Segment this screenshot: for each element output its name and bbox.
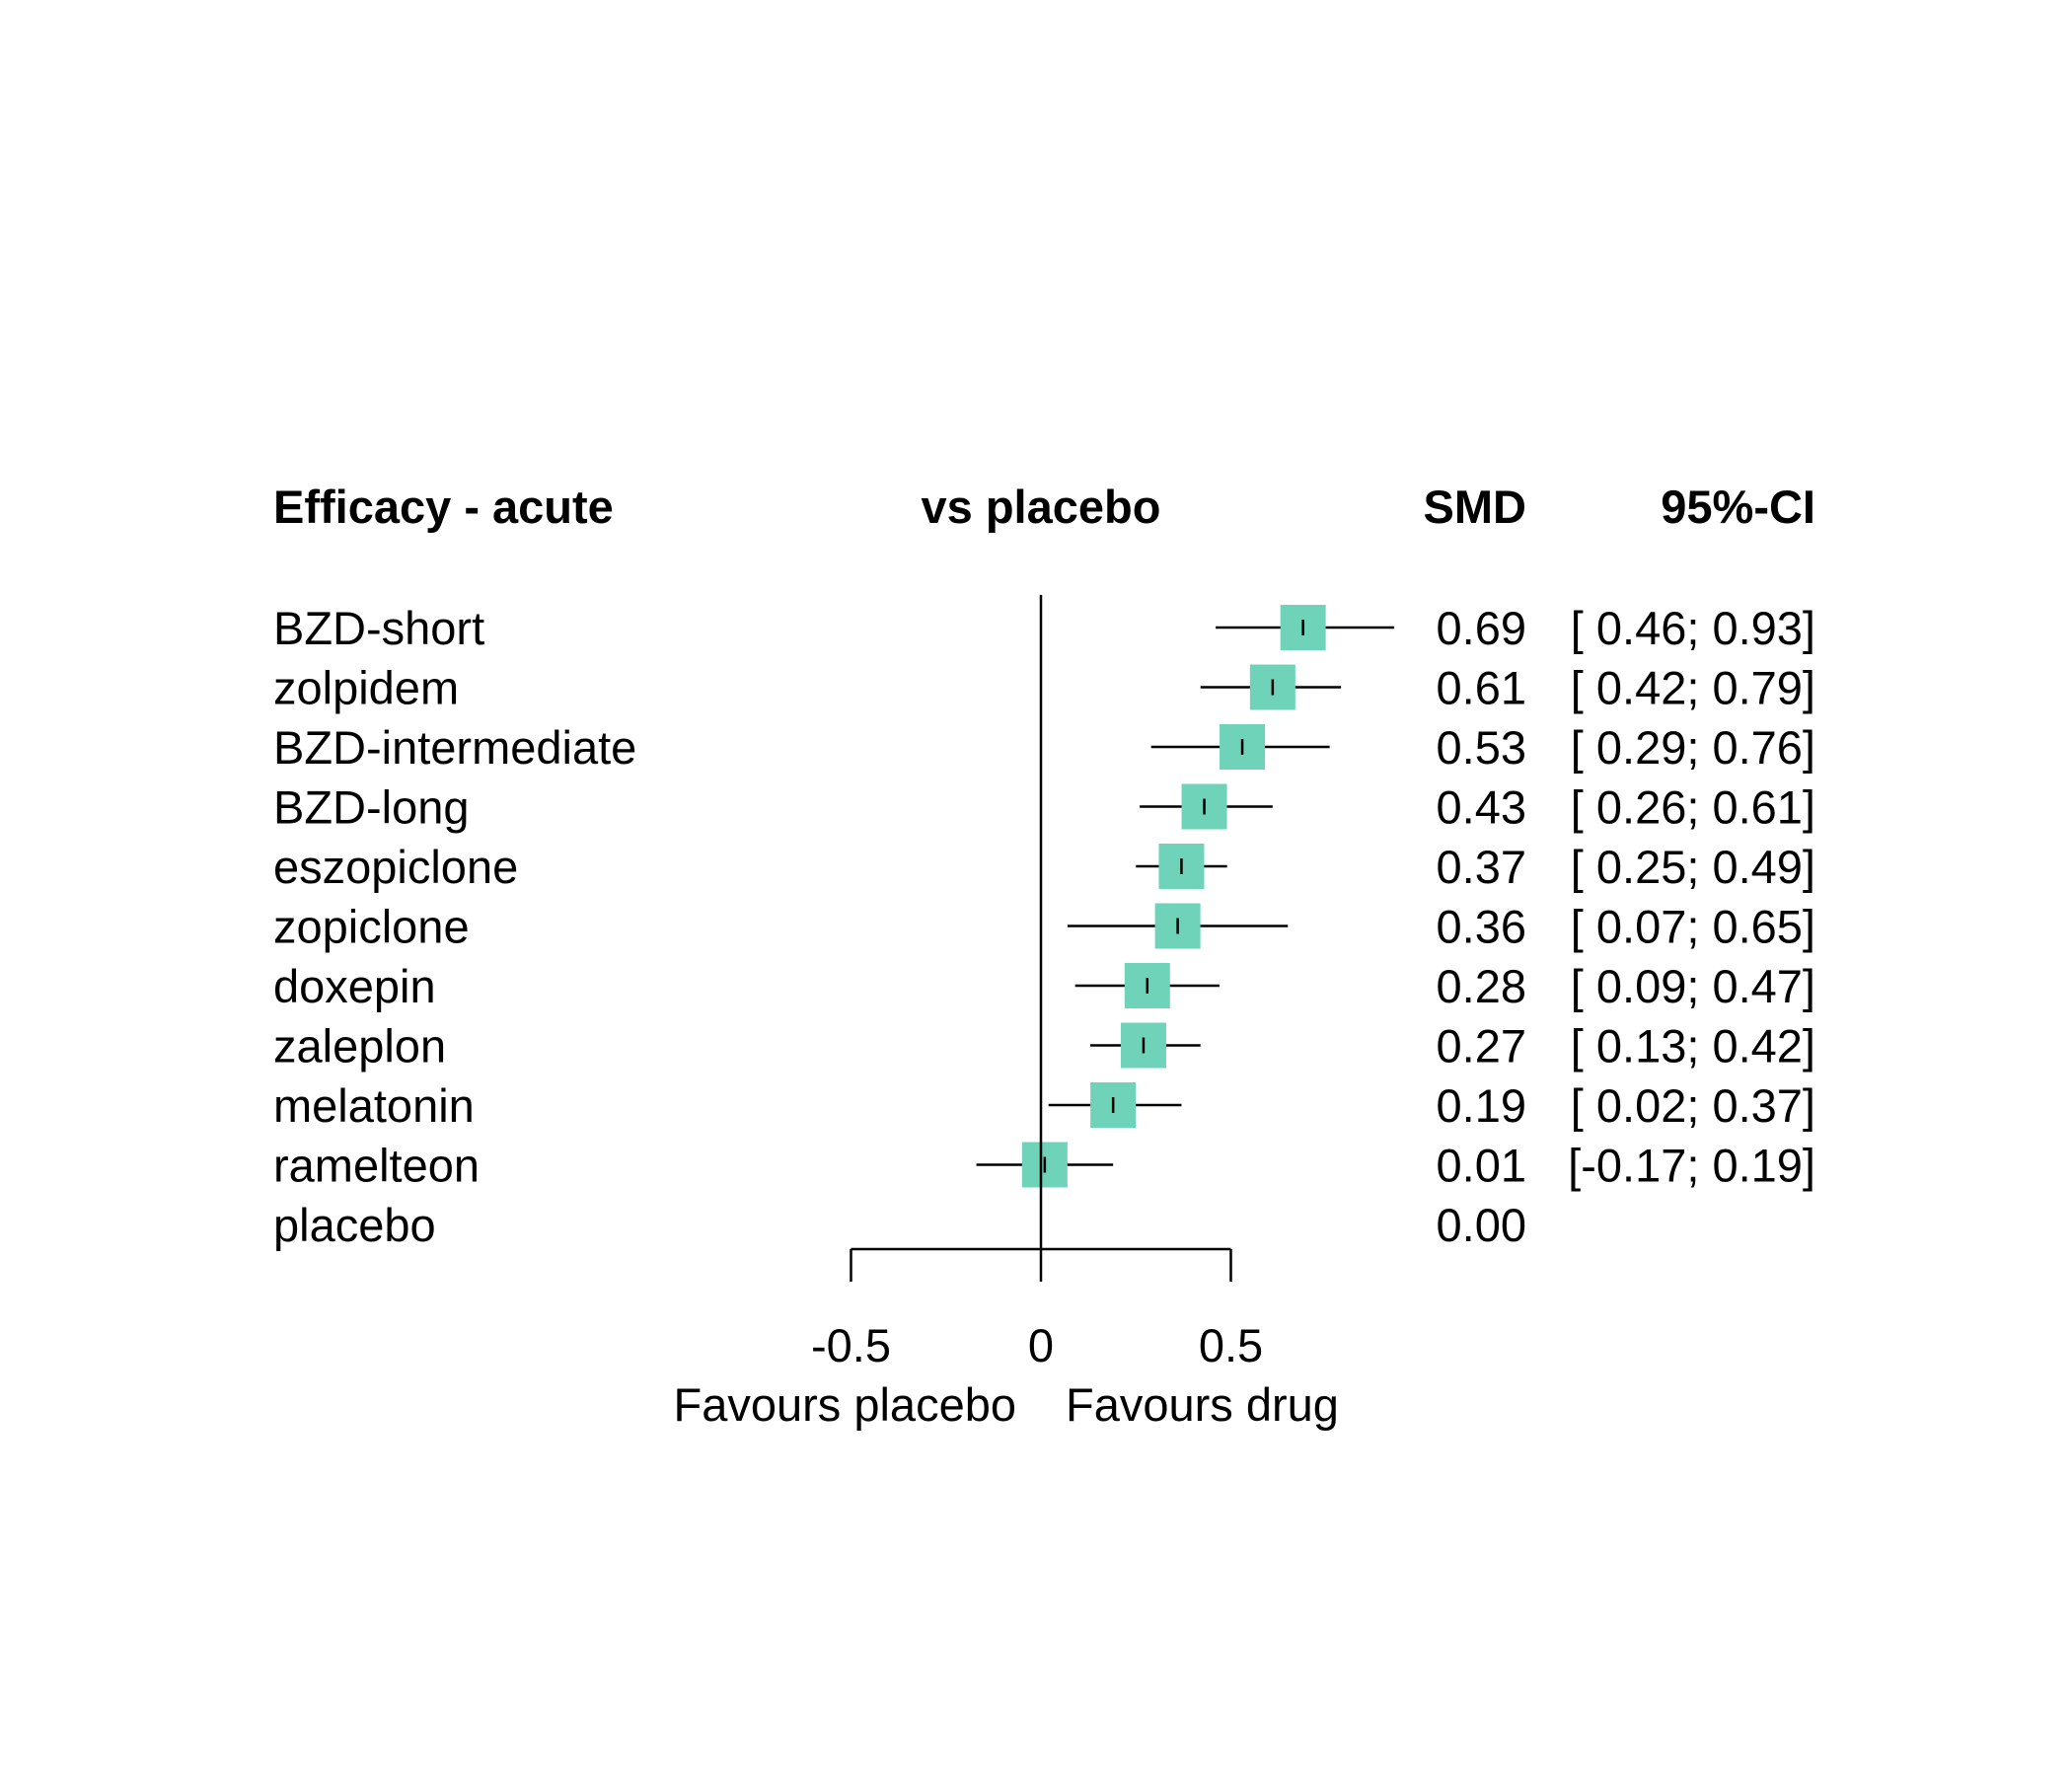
ci-value: [ 0.46; 0.93]: [1571, 602, 1815, 654]
forest-row: ramelteon 0.01 [-0.17; 0.19]: [273, 1140, 1815, 1192]
row-label: eszopiclone: [273, 841, 518, 893]
smd-value: 0.19: [1437, 1079, 1526, 1132]
tick-label: 0.5: [1199, 1319, 1263, 1371]
forest-row: BZD-short 0.69 [ 0.46; 0.93]: [273, 602, 1815, 654]
ci-value: [ 0.25; 0.49]: [1571, 841, 1815, 893]
forest-row: zolpidem 0.61 [ 0.42; 0.79]: [273, 662, 1815, 714]
row-label: zopiclone: [273, 901, 470, 953]
ci-value: [ 0.07; 0.65]: [1571, 901, 1815, 953]
smd-value: 0.53: [1437, 721, 1526, 774]
forest-row: doxepin 0.28 [ 0.09; 0.47]: [273, 960, 1815, 1012]
tick-label: 0: [1028, 1319, 1054, 1371]
ci-value: [ 0.02; 0.37]: [1571, 1079, 1815, 1132]
smd-value: 0.28: [1437, 960, 1526, 1012]
ci-value: [ 0.42; 0.79]: [1571, 662, 1815, 714]
ci-value: [ 0.09; 0.47]: [1571, 960, 1815, 1012]
favours-drug-label: Favours drug: [1066, 1378, 1339, 1431]
row-label: zolpidem: [273, 662, 459, 714]
smd-value: 0.69: [1437, 602, 1526, 654]
forest-row: melatonin 0.19 [ 0.02; 0.37]: [273, 1079, 1815, 1132]
row-label: BZD-long: [273, 781, 470, 834]
smd-value: 0.43: [1437, 781, 1526, 834]
tick-label: -0.5: [811, 1319, 891, 1371]
forest-row: placebo 0.00: [273, 1199, 1526, 1251]
smd-value: 0.37: [1437, 841, 1526, 893]
header-comparison: vs placebo: [922, 481, 1161, 533]
forest-rows: BZD-short 0.69 [ 0.46; 0.93] zolpidem 0.61 [ …: [273, 602, 1815, 1251]
header-title: Efficacy - acute: [273, 481, 614, 533]
row-label: doxepin: [273, 960, 436, 1012]
row-label: zaleplon: [273, 1020, 446, 1073]
ci-value: [-0.17; 0.19]: [1568, 1140, 1815, 1192]
forest-row: BZD-intermediate 0.53 [ 0.29; 0.76]: [273, 721, 1815, 774]
ci-value: [ 0.29; 0.76]: [1571, 721, 1815, 774]
forest-row: BZD-long 0.43 [ 0.26; 0.61]: [273, 781, 1815, 834]
row-label: BZD-intermediate: [273, 721, 636, 774]
smd-value: 0.00: [1437, 1199, 1526, 1251]
smd-value: 0.36: [1437, 901, 1526, 953]
smd-value: 0.61: [1437, 662, 1526, 714]
x-axis: -0.5 0 0.5: [811, 1247, 1263, 1371]
ci-value: [ 0.13; 0.42]: [1571, 1020, 1815, 1073]
favours-placebo-label: Favours placebo: [674, 1378, 1016, 1431]
smd-value: 0.01: [1437, 1140, 1526, 1192]
row-label: BZD-short: [273, 602, 484, 654]
header-smd: SMD: [1424, 481, 1526, 533]
ci-value: [ 0.26; 0.61]: [1571, 781, 1815, 834]
row-label: ramelteon: [273, 1140, 480, 1192]
smd-value: 0.27: [1437, 1020, 1526, 1073]
row-label: placebo: [273, 1199, 436, 1251]
forest-row: zopiclone 0.36 [ 0.07; 0.65]: [273, 901, 1815, 953]
row-label: melatonin: [273, 1079, 475, 1132]
header-ci: 95%-CI: [1661, 481, 1815, 533]
forest-row: zaleplon 0.27 [ 0.13; 0.42]: [273, 1020, 1815, 1073]
forest-row: eszopiclone 0.37 [ 0.25; 0.49]: [273, 841, 1815, 893]
